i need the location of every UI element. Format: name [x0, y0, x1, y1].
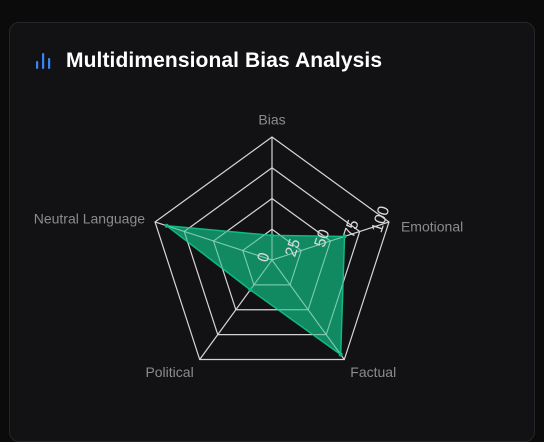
grid-spoke-overlay: [154, 221, 273, 261]
data-point: [338, 352, 343, 357]
data-point: [342, 234, 347, 239]
grid-spoke-overlay: [271, 221, 390, 261]
tick-label: 75: [341, 218, 363, 240]
grid-ring-overlay: [183, 167, 361, 336]
axis-label-emotional: Emotional: [401, 219, 463, 235]
grid-ring: [154, 136, 390, 361]
grid-ring-overlay: [242, 228, 302, 286]
bar-chart-icon: [36, 53, 51, 69]
data-point: [248, 287, 253, 292]
tick-label: 100: [369, 204, 393, 235]
card-title: Multidimensional Bias Analysis: [66, 49, 383, 72]
axis-label-factual: Factual: [350, 364, 396, 380]
data-point: [270, 233, 274, 238]
axis-label-political: Political: [145, 364, 193, 380]
data-point: [164, 223, 169, 228]
grid-ring: [183, 167, 361, 336]
data-area: [164, 224, 346, 356]
radar-chart: 0 25 50 75 100BiasEmotionalFactualPoliticalN…: [34, 112, 464, 381]
card-header: Multidimensional Bias Analysis: [34, 49, 382, 73]
axis-label-bias: Bias: [258, 112, 285, 128]
grid-spoke-overlay: [271, 259, 345, 360]
axis-label-neutral-language: Neutral Language: [34, 211, 146, 227]
tick-label: 25: [283, 237, 305, 259]
grid-spoke-overlay: [199, 259, 273, 360]
grid-ring-overlay: [213, 198, 331, 311]
tick-label: 50: [312, 227, 334, 249]
grid-ring-overlay: [154, 136, 390, 360]
